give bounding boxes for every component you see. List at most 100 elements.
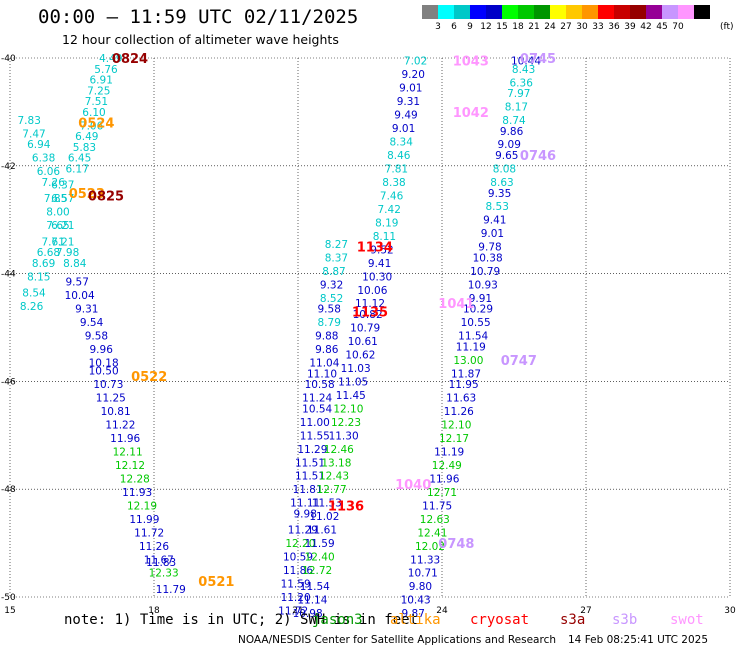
swh-data-label: 6.38	[32, 153, 55, 165]
swh-data-label: 6.94	[27, 139, 51, 151]
pass-time-label: 0746	[520, 149, 556, 164]
swh-data-label: 8.84	[63, 258, 87, 270]
swh-data-label: 11.29	[288, 525, 318, 537]
swh-data-label: 13.18	[321, 457, 351, 469]
swh-data-label: 8.34	[390, 137, 414, 149]
swh-data-label: 8.15	[27, 271, 50, 283]
x-tick-label: 27	[580, 606, 591, 616]
swh-data-label: 11.19	[434, 446, 464, 458]
swh-data-label: 12.19	[127, 500, 157, 512]
legend-swatch	[630, 5, 646, 19]
swh-data-label: 8.87	[322, 266, 345, 278]
swh-data-label: 10.38	[473, 252, 503, 264]
legend-label: 42	[640, 22, 652, 32]
swh-data-label: 11.05	[338, 376, 368, 388]
swh-data-label: 9.96	[90, 344, 114, 356]
legend-label: 39	[624, 22, 636, 32]
swh-data-label: 9.01	[481, 228, 504, 240]
y-tick-label: -48	[1, 485, 16, 495]
swh-data-label: 8.37	[325, 252, 348, 264]
swh-data-label: 9.32	[320, 279, 343, 291]
swh-data-label: 9.31	[397, 96, 420, 108]
swh-data-label: 11.26	[139, 541, 169, 553]
swh-data-label: 10.81	[101, 406, 131, 418]
swh-data-label: 11.20	[281, 592, 311, 604]
swh-data-label: 10.04	[65, 290, 95, 302]
swh-data-label: 6.21	[51, 220, 74, 232]
swh-data-label: 8.38	[382, 177, 405, 189]
legend-swatch	[598, 5, 614, 19]
swh-data-label: 8.17	[505, 102, 528, 114]
swh-data-label: 12.43	[319, 471, 349, 483]
swh-data-label: 6.91	[90, 75, 113, 87]
legend-label: 21	[528, 22, 540, 32]
swh-data-label: 7.51	[85, 96, 108, 108]
swh-data-label: 12.71	[427, 487, 457, 499]
x-tick-label: 21	[292, 606, 303, 616]
swh-data-label: 10.43	[401, 595, 431, 607]
y-tick-label: -42	[1, 162, 16, 172]
swh-data-label: 11.33	[410, 554, 440, 566]
swh-data-label: 7.42	[378, 204, 401, 216]
swh-data-label: 9.35	[488, 188, 511, 200]
swh-data-label: 7.26	[42, 177, 66, 189]
swh-data-label: 9.88	[315, 331, 338, 343]
legend-swatch	[662, 5, 678, 19]
legend-swatch	[694, 5, 710, 19]
legend-label: 33	[592, 22, 604, 32]
swh-data-label: 11.25	[96, 393, 126, 405]
footnote: note: 1) Time is in UTC; 2) SWH is in fe…	[64, 612, 419, 628]
color-scale-legend	[422, 5, 710, 19]
swh-data-label: 8.54	[22, 287, 46, 299]
swh-data-label: 8.43	[512, 64, 535, 76]
swh-data-label: 11.99	[129, 514, 159, 526]
swh-data-label: 10.98	[293, 608, 323, 620]
legend-swatch	[614, 5, 630, 19]
swh-data-label: 10.62	[345, 349, 375, 361]
chart-title: 00:00 – 11:59 UTC 02/11/2025	[38, 6, 359, 28]
swh-data-label: 6.36	[510, 77, 534, 89]
y-tick-label: -44	[1, 270, 16, 280]
swh-data-label: 13.00	[453, 355, 483, 367]
swh-data-label: 8.69	[32, 258, 55, 270]
swh-data-label: 8.26	[20, 301, 44, 313]
pass-time-label: 0521	[198, 575, 234, 590]
legend-swatch	[518, 5, 534, 19]
swh-data-label: 11.95	[449, 379, 479, 391]
swh-data-label: 11.22	[105, 420, 135, 432]
swh-data-label: 11.83	[146, 557, 176, 569]
swh-data-label: 9.87	[402, 608, 425, 620]
swh-data-label: 11.02	[309, 511, 339, 523]
swh-data-label: 10.61	[348, 336, 378, 348]
swh-data-label: 8.79	[318, 317, 341, 329]
swh-data-label: 11.53	[312, 498, 342, 510]
swh-data-label: 12.49	[432, 460, 462, 472]
swh-data-label: 11.29	[297, 444, 327, 456]
swh-data-label: 12.46	[324, 444, 354, 456]
swh-data-label: 7.25	[87, 85, 110, 97]
swh-data-label: 12.10	[333, 403, 363, 415]
pass-time-label: 1134	[357, 241, 393, 256]
swh-data-label: 12.40	[305, 552, 335, 564]
legend-label: 70	[672, 22, 684, 32]
swh-data-label: 8.46	[387, 150, 411, 162]
swh-data-label: 10.55	[461, 317, 491, 329]
swh-data-label: 10.18	[89, 358, 119, 370]
legend-label: 27	[560, 22, 572, 32]
legend-swatch	[438, 5, 454, 19]
swh-data-label: 12.33	[149, 568, 179, 580]
swh-data-label: 6.49	[75, 131, 98, 143]
swh-data-label: 11.26	[444, 406, 474, 418]
swh-data-label: 9.52	[370, 244, 393, 256]
swh-data-label: 10.06	[357, 285, 387, 297]
swh-data-label: 7.06	[80, 120, 104, 132]
swh-data-label: 11.19	[456, 341, 486, 353]
swh-data-label: 9.86	[315, 344, 339, 356]
swh-data-label: 7.81	[385, 163, 408, 175]
swh-data-label: 4.49	[99, 53, 122, 65]
satellite-label-jason3: jason3	[312, 612, 363, 628]
legend-swatch	[550, 5, 566, 19]
swh-data-label: 7.02	[404, 56, 427, 68]
